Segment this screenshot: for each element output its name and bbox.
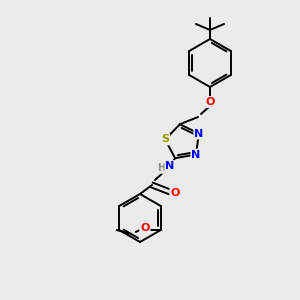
Text: S: S [161, 134, 169, 145]
Text: H: H [157, 163, 165, 173]
Text: N: N [165, 161, 175, 171]
Text: O: O [205, 97, 215, 107]
Text: N: N [191, 149, 201, 160]
Text: O: O [140, 223, 149, 233]
Text: N: N [194, 128, 203, 139]
Text: O: O [170, 188, 180, 198]
